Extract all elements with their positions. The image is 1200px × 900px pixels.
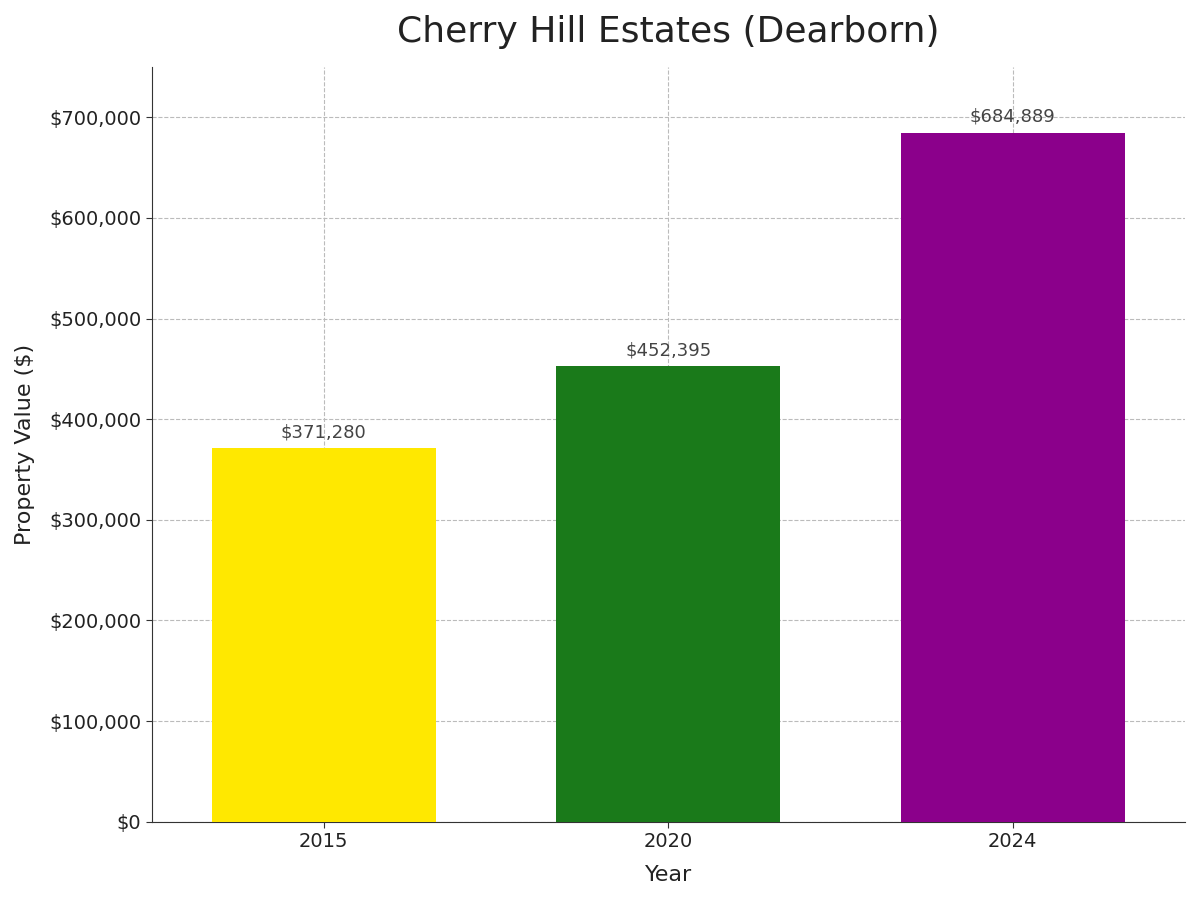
Bar [212,448,436,822]
Y-axis label: Property Value ($): Property Value ($) [14,344,35,544]
Bar [901,132,1124,822]
Text: $371,280: $371,280 [281,423,367,441]
Title: Cherry Hill Estates (Dearborn): Cherry Hill Estates (Dearborn) [397,15,940,49]
Text: $684,889: $684,889 [970,107,1056,125]
X-axis label: Year: Year [644,865,692,885]
Bar [557,366,780,822]
Text: $452,395: $452,395 [625,341,712,359]
